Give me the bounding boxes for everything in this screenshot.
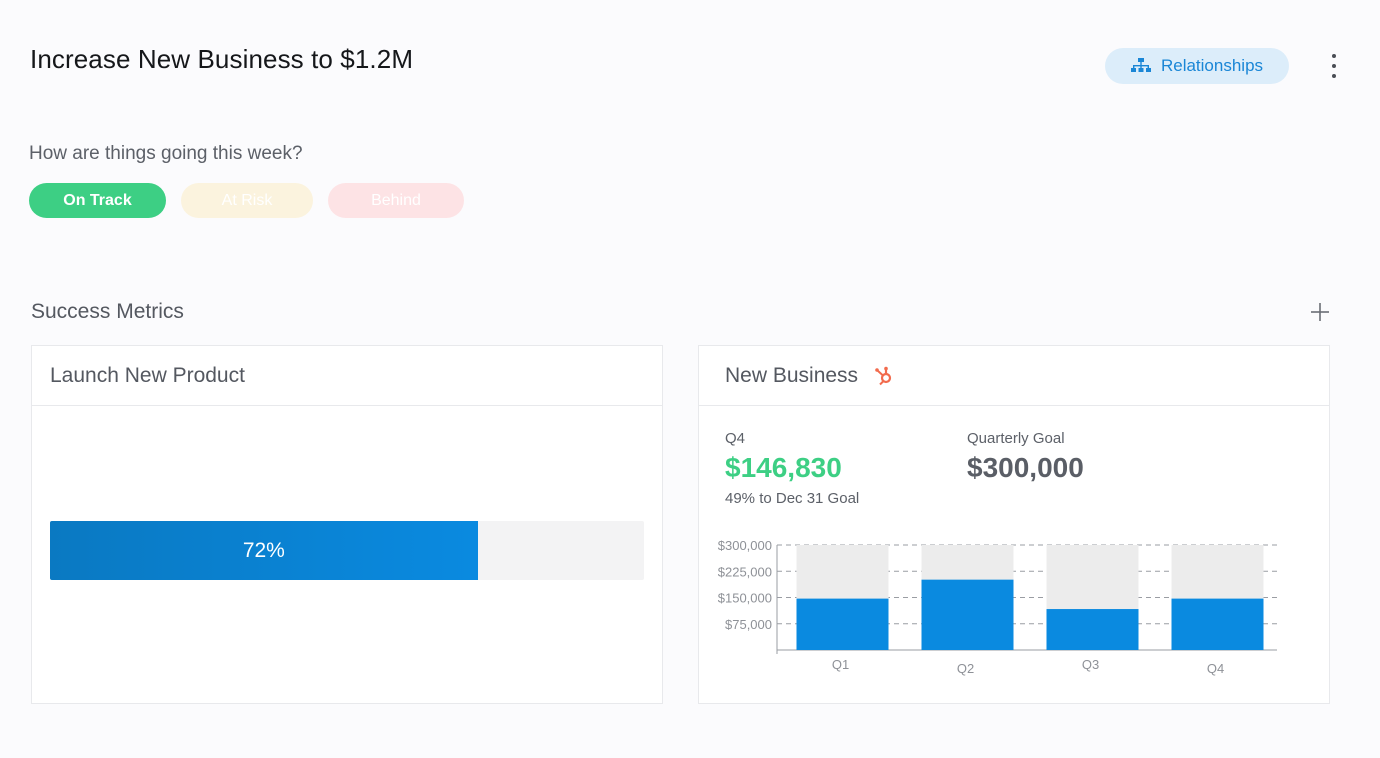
y-tick-label: $300,000 xyxy=(718,538,772,553)
behind-button[interactable]: Behind xyxy=(328,183,464,218)
progress-label: 72% xyxy=(242,538,285,562)
actual-bar xyxy=(1046,609,1139,650)
goal-label: Quarterly Goal xyxy=(967,430,1065,447)
card-header: New Business xyxy=(699,346,1329,406)
quarterly-chart: $75,000 $150,000 $225,000 $300,000 Q1 Q2 Q3 Q4 xyxy=(699,536,1329,691)
x-tick-label: Q2 xyxy=(957,661,974,676)
card-title: New Business xyxy=(725,363,859,387)
section-title: Success Metrics xyxy=(31,300,184,323)
goal-value: $300,000 xyxy=(967,452,1084,483)
card-header: Launch New Product xyxy=(32,346,662,406)
bar-chart: $75,000 $150,000 $225,000 $300,000 Q1 Q2 Q3 Q4 xyxy=(718,538,1277,676)
metric-card-launch[interactable]: Launch New Product 72% xyxy=(31,345,663,704)
actual-bar xyxy=(796,598,889,650)
plus-icon[interactable] xyxy=(1308,300,1332,324)
at-risk-button[interactable]: At Risk xyxy=(181,183,313,218)
y-tick-label: $150,000 xyxy=(718,591,772,606)
x-tick-label: Q3 xyxy=(1082,657,1099,672)
page-title: Increase New Business to $1.2M xyxy=(30,44,414,74)
status-question: How are things going this week? xyxy=(29,143,303,164)
progress-bar: 72% xyxy=(50,521,644,580)
current-value: $146,830 xyxy=(725,452,842,483)
progress-fill: 72% xyxy=(50,521,478,580)
relationships-button[interactable]: Relationships xyxy=(1105,48,1289,84)
hubspot-icon xyxy=(875,366,892,385)
x-tick-label: Q1 xyxy=(832,657,849,672)
more-vertical-icon[interactable] xyxy=(1326,54,1342,78)
card-title: Launch New Product xyxy=(50,363,245,387)
period-label: Q4 xyxy=(725,430,746,447)
on-track-button[interactable]: On Track xyxy=(29,183,166,218)
y-tick-label: $75,000 xyxy=(725,617,772,632)
actual-bar xyxy=(1171,598,1264,650)
goal-progress-text: 49% to Dec 31 Goal xyxy=(725,490,860,507)
relationships-label: Relationships xyxy=(1160,56,1264,75)
x-tick-label: Q4 xyxy=(1207,661,1224,676)
y-tick-label: $225,000 xyxy=(718,564,772,579)
actual-bar xyxy=(921,579,1014,650)
org-chart-icon xyxy=(1130,58,1151,72)
metric-card-new-business[interactable]: New Business Q4 $146,830 49% to Dec 31 G… xyxy=(698,345,1330,704)
